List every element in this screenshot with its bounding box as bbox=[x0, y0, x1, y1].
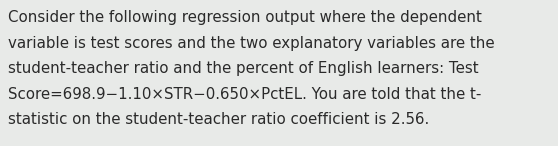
Text: Score=698.9−1.10×STR−0.650×PctEL. You are told that the t-: Score=698.9−1.10×STR−0.650×PctEL. You ar… bbox=[8, 87, 482, 102]
Text: statistic on the student-teacher ratio coefficient is 2.56.: statistic on the student-teacher ratio c… bbox=[8, 112, 430, 127]
Text: Consider the following regression output where the dependent: Consider the following regression output… bbox=[8, 10, 482, 25]
Text: variable is test scores and the two explanatory variables are the: variable is test scores and the two expl… bbox=[8, 36, 495, 51]
Text: student-teacher ratio and the percent of English learners: Test: student-teacher ratio and the percent of… bbox=[8, 61, 479, 76]
